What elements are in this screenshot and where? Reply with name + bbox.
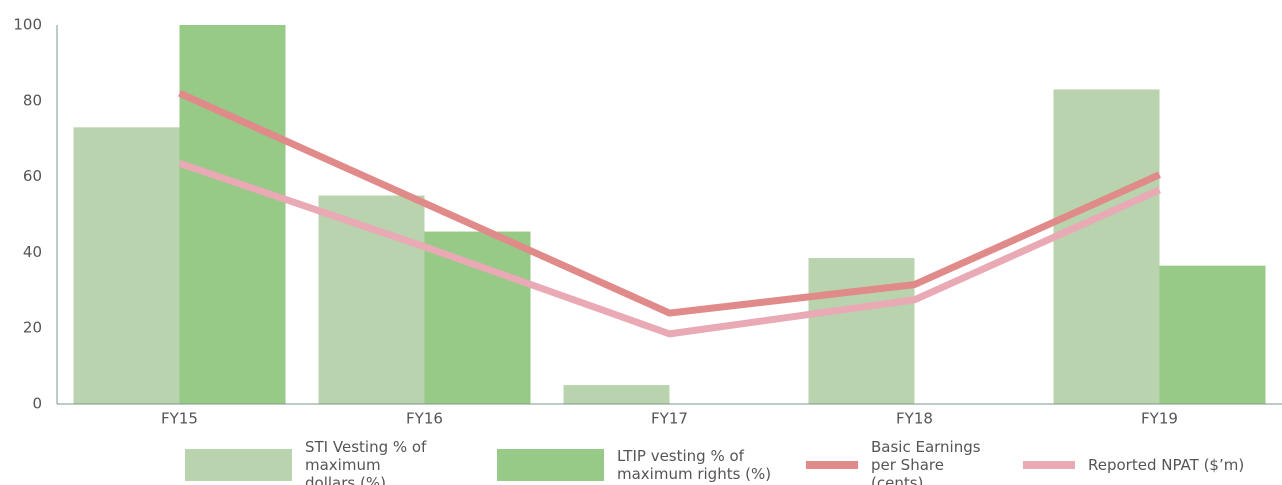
y-tick-label: 100 (13, 16, 42, 34)
bar (73, 127, 180, 404)
legend-swatch (1023, 461, 1075, 469)
legend-item: Reported NPAT ($’m) (1023, 445, 1282, 485)
y-tick-label: 80 (23, 91, 42, 109)
legend-label: Reported NPAT ($’m) (1088, 456, 1245, 474)
x-tick-label: FY17 (651, 410, 688, 428)
legend-item: STI Vesting % of maximum dollars (%) (185, 438, 435, 485)
x-tick-label: FY19 (1141, 410, 1178, 428)
y-tick-label: 40 (23, 243, 42, 261)
line-series (178, 160, 1161, 338)
line-series (178, 90, 1161, 317)
legend-item: LTIP vesting % of maximum rights (%) (497, 445, 787, 485)
y-tick-label: 0 (32, 395, 42, 413)
legend-swatch (185, 449, 292, 481)
y-tick-label: 60 (23, 167, 42, 185)
legend-label: LTIP vesting % of maximum rights (%) (617, 447, 772, 483)
bar (1053, 89, 1160, 405)
y-tick-label: 20 (23, 319, 42, 337)
legend-item: Basic Earnings per Share (cents) (806, 438, 1001, 485)
chart: 0 20 40 60 80 100 FY15 FY16 FY17 FY18 FY19 (13, 16, 1282, 428)
bar (808, 258, 915, 404)
x-tick-label: FY16 (406, 410, 443, 428)
legend-label: Basic Earnings per Share (cents) (871, 438, 981, 485)
legend-swatch (497, 449, 604, 481)
legend-label: STI Vesting % of maximum dollars (%) (305, 438, 427, 485)
bar (563, 385, 670, 404)
legend-swatch (806, 461, 858, 469)
x-tick-label: FY18 (896, 410, 933, 428)
x-tick-label: FY15 (161, 410, 198, 428)
bar (1159, 265, 1266, 404)
bar (424, 231, 531, 404)
bar (179, 25, 286, 404)
